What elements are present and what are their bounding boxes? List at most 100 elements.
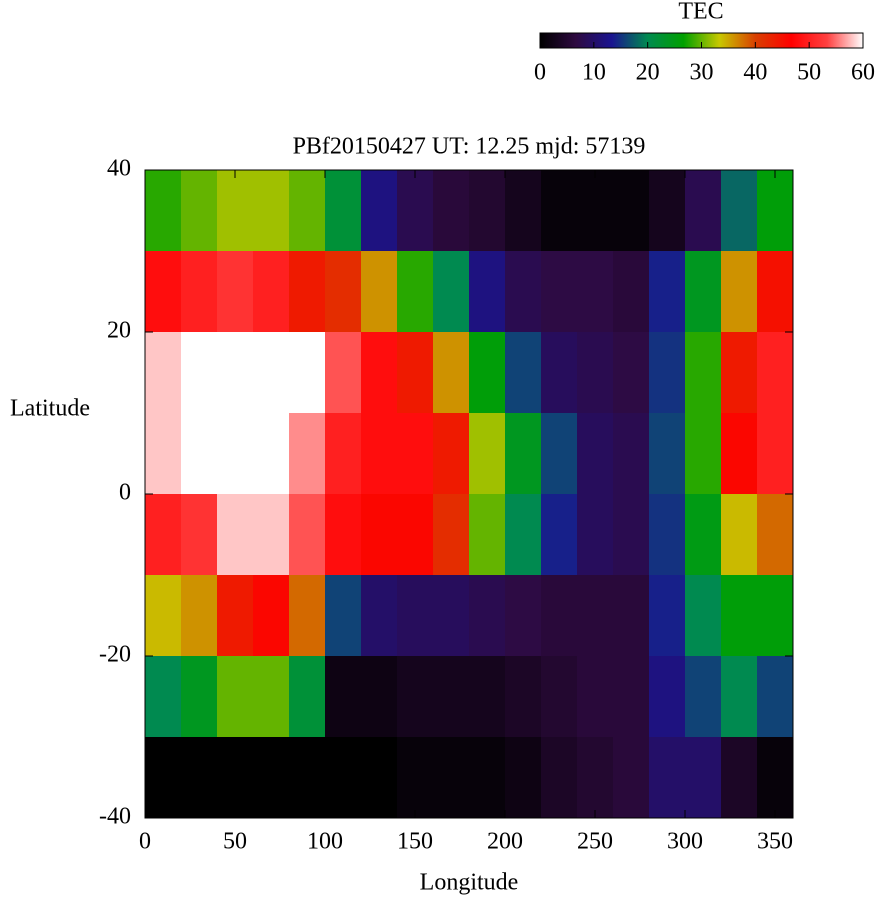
heatmap-cell: [253, 332, 290, 414]
heatmap-cell: [505, 170, 542, 252]
heatmap-cell: [505, 494, 542, 576]
heatmap-cell: [757, 494, 794, 576]
heatmap-cell: [253, 737, 290, 819]
heatmap-cell: [397, 251, 434, 333]
heatmap-cell: [181, 170, 218, 252]
heatmap-cell: [757, 737, 794, 819]
x-tick-label: 250: [577, 829, 613, 855]
heatmap-cell: [397, 494, 434, 576]
heatmap-cell: [397, 737, 434, 819]
heatmap-cell: [469, 737, 506, 819]
heatmap-cell: [361, 170, 398, 252]
x-tick-label: 50: [223, 829, 247, 855]
colorbar-tick-label: 40: [743, 60, 767, 86]
heatmap-cell: [361, 737, 398, 819]
heatmap-cell: [541, 656, 578, 738]
heatmap-cell: [325, 656, 362, 738]
heatmap-cell: [541, 332, 578, 414]
heatmap-cell: [433, 575, 470, 657]
heatmap-cell: [253, 413, 290, 495]
heatmap-cell: [685, 332, 722, 414]
heatmap-cell: [685, 494, 722, 576]
heatmap-cell: [757, 251, 794, 333]
x-tick-label: 100: [307, 829, 343, 855]
heatmap-cell: [289, 494, 326, 576]
heatmap-cell: [181, 332, 218, 414]
heatmap-cell: [217, 332, 254, 414]
heatmap-cell: [253, 170, 290, 252]
heatmap-cell: [469, 656, 506, 738]
heatmap-cell: [145, 332, 182, 414]
heatmap-cell: [757, 575, 794, 657]
y-tick-label: 40: [107, 156, 131, 182]
heatmap-cell: [469, 251, 506, 333]
heatmap-cell: [721, 737, 758, 819]
heatmap-cell: [325, 737, 362, 819]
heatmap-cell: [721, 575, 758, 657]
colorbar-tick-label: 0: [534, 60, 546, 86]
heatmap-cell: [649, 251, 686, 333]
heatmap-cell: [433, 251, 470, 333]
heatmap-cell: [721, 170, 758, 252]
heatmap-cell: [757, 170, 794, 252]
heatmap-cell: [541, 575, 578, 657]
heatmap-cell: [433, 332, 470, 414]
heatmap-cell: [397, 575, 434, 657]
x-tick-label: 300: [667, 829, 703, 855]
heatmap-cell: [469, 170, 506, 252]
heatmap-cell: [577, 413, 614, 495]
heatmap-cell: [361, 413, 398, 495]
colorbar-tick-label: 20: [636, 60, 660, 86]
heatmap-cell: [469, 332, 506, 414]
heatmap-cell: [433, 656, 470, 738]
heatmap-cell: [685, 575, 722, 657]
heatmap-cell: [685, 170, 722, 252]
heatmap-cell: [145, 413, 182, 495]
heatmap-cell: [469, 494, 506, 576]
heatmap-cell: [145, 737, 182, 819]
heatmap-cell: [469, 413, 506, 495]
heatmap-cell: [649, 656, 686, 738]
heatmap-cell: [397, 413, 434, 495]
heatmap-cell: [433, 737, 470, 819]
heatmap-cell: [505, 251, 542, 333]
heatmap-cell: [685, 656, 722, 738]
heatmap-cell: [721, 332, 758, 414]
heatmap-cell: [541, 494, 578, 576]
heatmap-cell: [397, 170, 434, 252]
heatmap-cell: [361, 332, 398, 414]
y-tick-label: 20: [107, 318, 131, 344]
heatmap-cell: [613, 737, 650, 819]
heatmap-cell: [253, 575, 290, 657]
heatmap-cell: [253, 251, 290, 333]
heatmap-cell: [217, 251, 254, 333]
heatmap-cell: [613, 251, 650, 333]
heatmap-cell: [649, 575, 686, 657]
y-tick-label: -20: [99, 642, 131, 668]
heatmap-cell: [649, 332, 686, 414]
heatmap-cell: [217, 494, 254, 576]
heatmap-cell: [289, 575, 326, 657]
heatmap-cell: [181, 656, 218, 738]
y-axis-label: Latitude: [10, 396, 90, 422]
heatmap-cell: [181, 737, 218, 819]
heatmap-cell: [757, 413, 794, 495]
heatmap-cell: [253, 656, 290, 738]
heatmap-cell: [541, 737, 578, 819]
heatmap-cell: [613, 575, 650, 657]
x-tick-label: 0: [139, 829, 151, 855]
colorbar-tick-label: 50: [797, 60, 821, 86]
heatmap-cell: [541, 251, 578, 333]
heatmap-cell: [289, 332, 326, 414]
heatmap-cell: [397, 332, 434, 414]
heatmap-cell: [649, 494, 686, 576]
heatmap-cell: [577, 170, 614, 252]
heatmap-cell: [145, 251, 182, 333]
heatmap-cell: [577, 494, 614, 576]
heatmap-cell: [397, 656, 434, 738]
heatmap-cell: [181, 575, 218, 657]
chart-title: PBf20150427 UT: 12.25 mjd: 57139: [293, 134, 646, 160]
heatmap-cell: [145, 656, 182, 738]
